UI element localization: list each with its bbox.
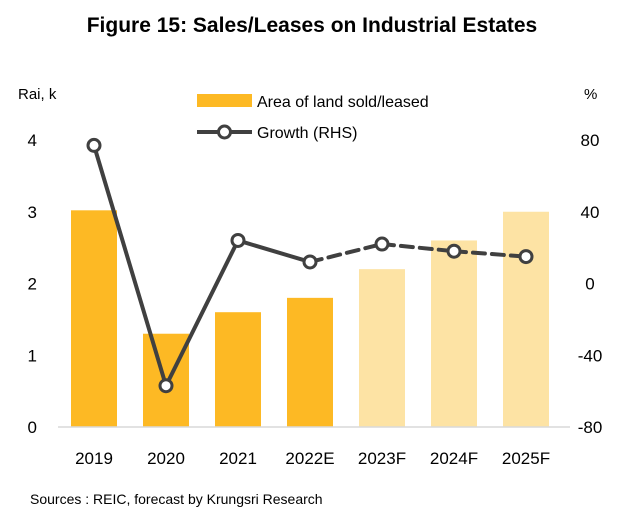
growth-point-2022E <box>302 254 318 270</box>
growth-segment-2020-2021 <box>164 238 240 388</box>
left-tick-label: 3 <box>28 203 37 222</box>
legend-label-growth: Growth (RHS) <box>257 125 357 142</box>
growth-point-2023F <box>374 236 390 252</box>
left-axis-unit: Rai, k <box>18 86 57 103</box>
x-tick-label: 2023F <box>358 449 406 468</box>
legend-label-area: Area of land sold/leased <box>257 94 429 111</box>
x-tick-label: 2019 <box>75 449 113 468</box>
bar-2023F <box>359 269 405 427</box>
right-axis-ticks: -80 -40 0 40 80 <box>578 131 603 437</box>
growth-segment-2023F-2024F <box>380 242 456 254</box>
x-tick-label: 2025F <box>502 449 550 468</box>
right-tick-label: -40 <box>578 346 603 365</box>
growth-segment-2021-2022E <box>236 238 312 264</box>
growth-point-2021 <box>230 232 246 248</box>
growth-segment-2024F-2025F <box>452 249 528 259</box>
right-tick-label: 0 <box>585 275 594 294</box>
source-note: Sources : REIC, forecast by Krungsri Res… <box>30 491 323 507</box>
bar-2021 <box>215 312 261 427</box>
bar-2025F <box>503 211 549 427</box>
growth-line-series <box>86 137 534 394</box>
legend-swatch-marker <box>217 124 232 140</box>
left-tick-label: 2 <box>28 275 37 294</box>
legend: Area of land sold/leased Growth (RHS) <box>197 94 429 142</box>
left-axis-ticks: 0 1 2 3 4 <box>28 131 37 437</box>
x-axis-ticks: 2019 2020 2021 2022E 2023F 2024F 2025F <box>75 449 550 468</box>
growth-point-2019 <box>86 137 102 153</box>
growth-point-2024F <box>446 243 462 259</box>
left-tick-label: 1 <box>28 346 37 365</box>
right-tick-label: 40 <box>581 203 600 222</box>
x-tick-label: 2022E <box>285 449 334 468</box>
bar-2024F <box>431 240 477 427</box>
left-tick-label: 0 <box>28 418 37 437</box>
growth-segment-2022E-2023F <box>308 242 384 264</box>
bar-2022E <box>287 297 333 427</box>
right-tick-label: 80 <box>581 131 600 150</box>
left-tick-label: 4 <box>28 131 37 150</box>
bar-2019 <box>71 210 117 427</box>
legend-swatch-bar <box>197 94 252 107</box>
growth-point-2025F <box>518 249 534 265</box>
bar-series <box>71 210 549 427</box>
chart-title: Figure 15: Sales/Leases on Industrial Es… <box>86 14 538 37</box>
growth-point-2020 <box>158 378 174 394</box>
growth-segment-2019-2020 <box>92 143 168 388</box>
right-tick-label: -80 <box>578 418 603 437</box>
x-tick-label: 2024F <box>430 449 478 468</box>
x-tick-label: 2020 <box>147 449 185 468</box>
right-axis-unit: % <box>584 86 598 103</box>
x-tick-label: 2021 <box>219 449 257 468</box>
